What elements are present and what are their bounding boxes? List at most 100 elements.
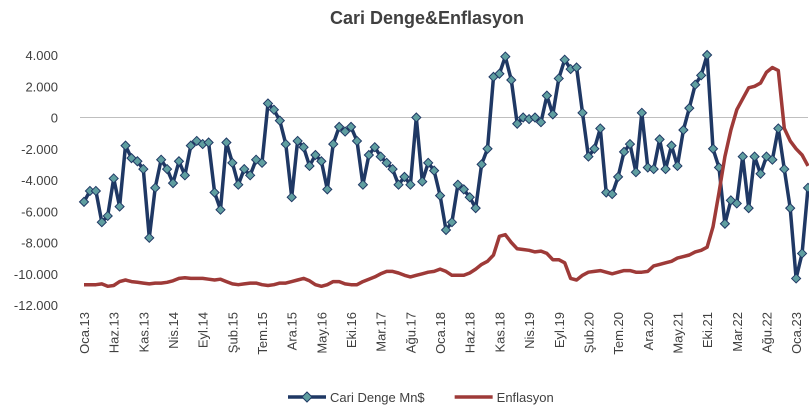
marker — [167, 177, 179, 189]
marker — [96, 216, 108, 228]
marker — [357, 179, 369, 190]
marker — [333, 121, 345, 133]
x-tick-label: Eki.16 — [344, 312, 359, 348]
marker — [227, 157, 238, 169]
marker — [221, 137, 232, 148]
legend-label: Cari Denge Mn$ — [330, 390, 425, 405]
marker — [595, 123, 606, 134]
x-tick-label: Kas.18 — [492, 312, 507, 352]
x-tick-label: Nis.14 — [166, 312, 181, 349]
marker — [512, 118, 523, 129]
marker — [482, 143, 493, 154]
marker — [506, 74, 517, 86]
marker — [701, 49, 713, 61]
x-tick-label: Oca.23 — [789, 312, 804, 354]
marker — [464, 191, 475, 203]
marker — [138, 163, 149, 175]
marker — [446, 216, 458, 228]
x-tick-label: Haz.13 — [107, 312, 122, 353]
marker — [399, 171, 410, 183]
marker — [256, 157, 268, 169]
marker — [322, 184, 333, 195]
marker — [636, 107, 648, 119]
marker — [684, 102, 695, 114]
marker — [666, 140, 677, 151]
marker — [535, 116, 547, 128]
y-tick-label: -10.000 — [14, 267, 58, 282]
marker — [547, 109, 559, 120]
x-tick-label: Ara.20 — [641, 312, 656, 350]
marker — [612, 171, 624, 183]
marker — [690, 79, 701, 90]
marker — [648, 163, 659, 175]
marker — [796, 248, 808, 259]
marker — [737, 151, 748, 162]
x-tick-label: Ara.15 — [285, 312, 300, 350]
marker — [440, 224, 452, 236]
x-tick-label: Eyl.19 — [552, 312, 567, 348]
marker — [90, 185, 102, 197]
marker — [268, 104, 280, 115]
legend-marker — [301, 391, 313, 403]
marker — [541, 90, 553, 101]
marker — [571, 62, 582, 73]
marker — [185, 140, 197, 151]
y-tick-label: 0 — [51, 111, 58, 126]
marker — [280, 138, 291, 150]
marker — [363, 149, 375, 161]
marker — [304, 160, 315, 172]
marker — [173, 156, 185, 167]
marker — [203, 137, 214, 148]
marker — [405, 179, 416, 190]
marker — [660, 163, 671, 175]
marker — [393, 179, 404, 190]
marker — [120, 140, 131, 151]
marker — [351, 135, 363, 147]
y-tick-label: -8.000 — [21, 236, 58, 251]
x-tick-label: Kas.13 — [136, 312, 151, 352]
y-tick-label: -12.000 — [14, 298, 58, 313]
marker — [387, 163, 398, 175]
marker — [749, 151, 760, 162]
marker — [494, 68, 505, 79]
marker — [179, 170, 191, 181]
marker — [695, 70, 707, 81]
marker — [316, 156, 327, 167]
marker — [155, 154, 167, 165]
marker — [375, 151, 386, 162]
marker — [654, 134, 665, 145]
marker — [78, 196, 90, 208]
x-tick-label: Nis.19 — [522, 312, 537, 349]
y-tick-label: -6.000 — [21, 204, 58, 219]
y-tick-label: 4.000 — [25, 48, 58, 63]
y-tick-label: -4.000 — [21, 173, 58, 188]
series-line — [82, 53, 809, 281]
x-tick-label: Oca.18 — [433, 312, 448, 354]
marker — [672, 160, 683, 172]
marker — [606, 188, 618, 200]
x-tick-label: Tem.20 — [611, 312, 626, 355]
marker — [577, 107, 588, 119]
x-tick-label: Şub.20 — [581, 312, 596, 353]
marker — [108, 173, 119, 184]
marker — [529, 112, 541, 123]
marker — [707, 143, 719, 154]
marker — [292, 135, 303, 147]
marker — [381, 157, 392, 169]
marker — [102, 210, 113, 222]
marker — [345, 121, 357, 133]
marker — [589, 143, 600, 154]
marker — [767, 154, 778, 165]
x-tick-label: May.21 — [670, 312, 685, 354]
marker — [114, 201, 125, 212]
marker — [755, 168, 766, 179]
marker — [339, 126, 351, 137]
marker — [286, 191, 297, 203]
legend-label: Enflasyon — [497, 390, 554, 405]
marker — [215, 204, 226, 215]
x-tick-label: Ağu.17 — [403, 312, 418, 353]
marker — [743, 202, 754, 214]
x-tick-label: Tem.15 — [255, 312, 270, 355]
marker — [262, 98, 274, 109]
